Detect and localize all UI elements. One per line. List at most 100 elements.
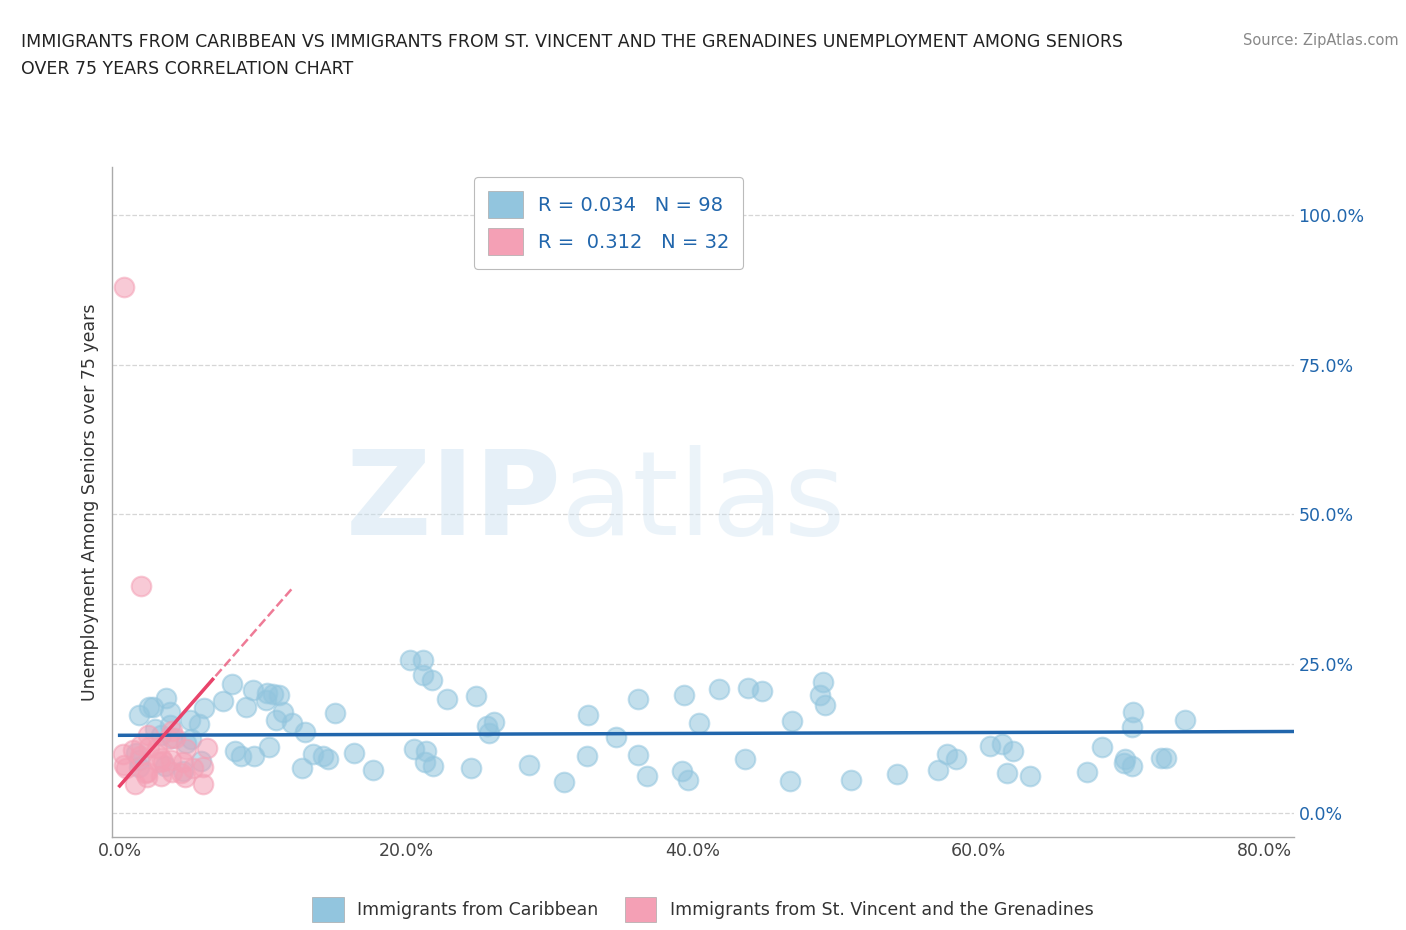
Point — [1150, 751, 1173, 765]
Point — [125, 746, 148, 761]
Point — [280, 716, 302, 731]
Point — [138, 739, 160, 754]
Point — [1018, 768, 1040, 783]
Point — [114, 760, 136, 775]
Point — [323, 705, 346, 720]
Point — [129, 578, 152, 593]
Point — [235, 699, 257, 714]
Point — [160, 724, 183, 738]
Point — [150, 751, 173, 766]
Point — [1091, 739, 1114, 754]
Point — [224, 744, 246, 759]
Point — [291, 761, 314, 776]
Point — [124, 777, 146, 791]
Point — [1076, 764, 1098, 779]
Point — [1121, 720, 1143, 735]
Text: OVER 75 YEARS CORRELATION CHART: OVER 75 YEARS CORRELATION CHART — [21, 60, 353, 78]
Point — [626, 748, 648, 763]
Point — [311, 749, 333, 764]
Point — [413, 755, 436, 770]
Point — [1174, 712, 1197, 727]
Point — [460, 761, 482, 776]
Point — [464, 688, 486, 703]
Point — [1154, 751, 1177, 765]
Point — [688, 716, 710, 731]
Point — [169, 765, 191, 780]
Point — [264, 712, 287, 727]
Legend: Immigrants from Caribbean, Immigrants from St. Vincent and the Grenadines: Immigrants from Caribbean, Immigrants fr… — [305, 890, 1101, 929]
Point — [179, 712, 201, 727]
Point — [134, 765, 156, 780]
Point — [811, 675, 834, 690]
Point — [415, 743, 437, 758]
Point — [121, 743, 143, 758]
Point — [188, 716, 211, 731]
Point — [361, 763, 384, 777]
Point — [193, 777, 215, 791]
Point — [173, 770, 195, 785]
Point — [152, 753, 174, 768]
Point — [839, 773, 862, 788]
Point — [155, 691, 177, 706]
Point — [145, 740, 167, 755]
Text: atlas: atlas — [561, 445, 846, 560]
Point — [945, 751, 967, 766]
Point — [575, 748, 598, 763]
Point — [302, 746, 325, 761]
Point — [136, 769, 159, 784]
Point — [422, 759, 444, 774]
Point — [190, 754, 212, 769]
Point — [517, 758, 540, 773]
Point — [156, 731, 179, 746]
Point — [475, 718, 498, 733]
Point — [128, 760, 150, 775]
Point — [159, 717, 181, 732]
Point — [316, 752, 339, 767]
Point — [780, 714, 803, 729]
Point — [174, 736, 197, 751]
Point — [399, 653, 422, 668]
Point — [229, 749, 252, 764]
Point — [160, 752, 183, 767]
Point — [155, 758, 177, 773]
Point — [576, 708, 599, 723]
Point — [991, 737, 1014, 751]
Point — [211, 694, 233, 709]
Point — [242, 683, 264, 698]
Point — [191, 759, 214, 774]
Text: IMMIGRANTS FROM CARIBBEAN VS IMMIGRANTS FROM ST. VINCENT AND THE GRENADINES UNEM: IMMIGRANTS FROM CARIBBEAN VS IMMIGRANTS … — [21, 33, 1123, 50]
Point — [148, 754, 170, 769]
Point — [193, 700, 215, 715]
Point — [159, 705, 181, 720]
Point — [262, 687, 284, 702]
Point — [671, 764, 693, 778]
Point — [707, 682, 730, 697]
Point — [1122, 705, 1144, 720]
Point — [412, 668, 434, 683]
Point — [436, 692, 458, 707]
Point — [112, 280, 135, 295]
Text: ZIP: ZIP — [346, 445, 561, 560]
Point — [1114, 752, 1136, 767]
Point — [257, 739, 280, 754]
Point — [254, 692, 277, 707]
Point — [553, 775, 575, 790]
Point — [412, 653, 434, 668]
Point — [886, 766, 908, 781]
Point — [195, 740, 218, 755]
Point — [779, 774, 801, 789]
Point — [112, 747, 135, 762]
Point — [150, 768, 173, 783]
Point — [478, 725, 501, 740]
Point — [751, 684, 773, 698]
Point — [129, 749, 152, 764]
Point — [402, 741, 425, 756]
Point — [673, 687, 696, 702]
Point — [142, 700, 165, 715]
Point — [135, 764, 157, 779]
Point — [269, 688, 291, 703]
Point — [138, 699, 160, 714]
Point — [128, 707, 150, 722]
Point — [482, 714, 505, 729]
Point — [676, 773, 699, 788]
